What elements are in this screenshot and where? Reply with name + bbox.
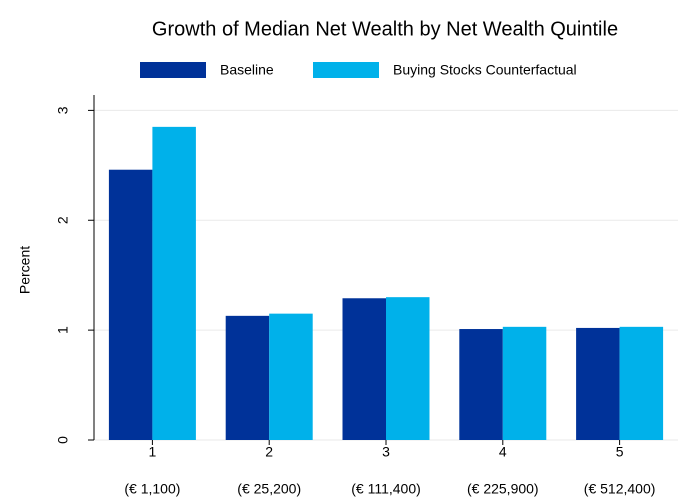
y-tick-label: 3 xyxy=(55,106,71,114)
bar xyxy=(386,297,430,440)
legend-label: Buying Stocks Counterfactual xyxy=(393,62,577,78)
bar xyxy=(459,329,503,440)
bar xyxy=(225,315,270,440)
bar xyxy=(619,326,664,440)
x-tick-sublabel: (€ 25,200) xyxy=(237,481,301,497)
y-tick-label: 1 xyxy=(55,326,71,334)
bar xyxy=(152,126,196,440)
x-tick-label: 3 xyxy=(382,444,390,460)
y-tick-label: 0 xyxy=(55,436,71,444)
x-tick-label: 5 xyxy=(616,444,624,460)
bar xyxy=(342,298,386,440)
bar xyxy=(269,313,313,440)
x-tick-label: 4 xyxy=(499,444,507,460)
x-tick-label: 2 xyxy=(265,444,273,460)
y-axis-label: Percent xyxy=(17,246,33,294)
x-tick-sublabel: (€ 111,400) xyxy=(351,481,421,497)
x-tick-sublabel: (€ 225,900) xyxy=(467,481,539,497)
x-tick-label: 1 xyxy=(149,444,157,460)
x-tick-sublabel: (€ 1,100) xyxy=(124,481,180,497)
legend-swatch xyxy=(140,62,206,78)
legend-swatch xyxy=(313,62,379,78)
y-tick-label: 2 xyxy=(55,216,71,224)
bar xyxy=(108,169,153,440)
bar xyxy=(502,326,547,440)
x-tick-sublabel: (€ 512,400) xyxy=(584,481,656,497)
legend-label: Baseline xyxy=(220,62,274,78)
bar xyxy=(576,327,620,440)
chart-title: Growth of Median Net Wealth by Net Wealt… xyxy=(152,18,618,40)
